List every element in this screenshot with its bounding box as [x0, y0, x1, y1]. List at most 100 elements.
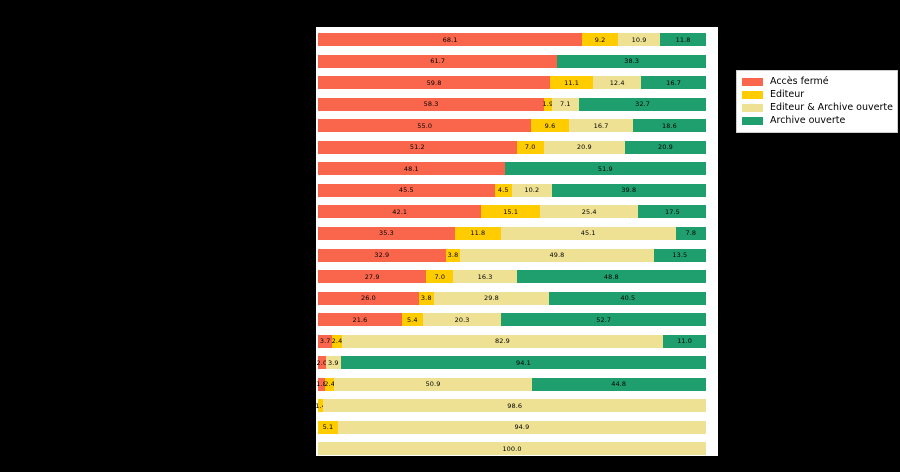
bar-segment: 59.8	[318, 76, 551, 90]
bar-segment-label: 17.5	[664, 207, 680, 216]
bar-segment-label: 48.8	[603, 272, 619, 281]
bar-segment-label: 82.9	[495, 336, 510, 345]
stacked-bar-group: 68.1 9.2 10.9 11.8 61.7 38.3 59.8 11.1 12.4 16.7 5…	[315, 27, 707, 456]
bar-segment: 55.0	[318, 119, 532, 133]
bar-row: 26.0 3.8 29.8 40.5	[318, 291, 707, 305]
bar-segment-label: 45.5	[398, 186, 414, 195]
bar-segment-label: 9.6	[544, 121, 556, 130]
bar-segment: 50.9	[334, 377, 532, 391]
bar-segment: 48.1	[318, 162, 505, 176]
bar-segment-label: 38.3	[624, 56, 640, 65]
legend-label: Archive ouverte	[770, 115, 846, 126]
bar-segment-label: 7.0	[434, 272, 446, 281]
legend-item[interactable]: Archive ouverte	[742, 114, 892, 127]
bar-segment-label: 15.1	[503, 207, 519, 216]
bar-segment-label: 3.8	[420, 293, 432, 302]
bar-row: 100.0	[318, 442, 706, 456]
bar-segment-label: 20.3	[454, 315, 470, 324]
bar-segment: 1.9	[543, 97, 553, 111]
bar-row: 58.3 1.9 7.1 32.7	[318, 97, 706, 111]
bar-segment: 16.7	[641, 76, 706, 90]
bar-segment-label: 7.0	[524, 143, 536, 151]
bar-segment: 9.2	[582, 33, 618, 46]
bar-segment: 3.7	[318, 334, 333, 348]
legend-item[interactable]: Editeur	[742, 88, 892, 101]
bar-segment: 12.4	[593, 76, 642, 90]
bar-segment: 42.1	[318, 205, 482, 219]
legend-swatch-icon	[742, 116, 763, 125]
bar-segment: 58.3	[318, 97, 545, 111]
bar-segment-label: 35.3	[379, 229, 394, 238]
bar-segment: 10.2	[511, 183, 552, 197]
bar-row: 2.0 3.9 94.1	[317, 356, 706, 370]
bar-segment-label: 32.7	[635, 99, 650, 108]
bar-segment: 94.1	[340, 356, 706, 370]
bar-segment: 11.8	[660, 33, 706, 46]
bar-segment-label: 29.8	[483, 293, 499, 302]
bar-segment-label: 3.8	[447, 250, 459, 259]
bar-segment: 7.0	[426, 270, 454, 284]
bar-segment: 45.1	[500, 226, 676, 240]
bar-segment: 10.9	[617, 33, 661, 46]
bar-segment: 26.0	[318, 291, 419, 305]
bar-segment: 32.9	[318, 248, 446, 262]
bar-segment: 21.6	[318, 313, 402, 327]
bar-segment: 51.9	[504, 162, 706, 176]
bar-segment: 11.1	[550, 76, 594, 90]
bar-segment: 17.5	[638, 205, 707, 219]
bar-row: 45.5 4.5 10.2 39.8	[318, 183, 706, 197]
bar-segment-label: 50.9	[425, 380, 441, 389]
bar-row: 48.1 51.9	[318, 162, 706, 176]
legend-item[interactable]: Accès fermé	[742, 75, 892, 88]
bar-segment: 82.9	[341, 334, 664, 348]
bar-segment-label: 12.4	[609, 78, 625, 87]
bar-segment-label: 26.0	[361, 293, 376, 302]
bar-segment-label: 27.9	[364, 272, 380, 281]
bar-segment: 100.0	[318, 442, 706, 456]
plot-area: 68.1 9.2 10.9 11.8 61.7 38.3 59.8 11.1 12.4 16.7 5…	[315, 27, 718, 456]
bar-segment-label: 3.9	[327, 358, 339, 367]
bar-segment-label: 18.6	[662, 121, 677, 130]
bar-row: 35.3 11.8 45.1 7.8	[318, 226, 706, 240]
bar-row: 27.9 7.0 16.3 48.8	[318, 270, 706, 284]
bar-segment-label: 94.9	[514, 423, 530, 432]
bar-segment-label: 16.7	[666, 78, 682, 87]
bar-segment: 61.7	[318, 54, 558, 68]
bar-segment: 3.9	[325, 356, 341, 370]
bar-segment: 18.6	[633, 119, 706, 133]
bar-row: 32.9 3.8 49.8 13.5	[318, 248, 706, 262]
bar-row: 42.1 15.1 25.4 17.5	[318, 205, 707, 219]
bar-segment-label: 100.0	[502, 444, 522, 453]
bar-segment-label: 20.9	[576, 143, 592, 151]
bar-segment-label: 48.1	[403, 164, 419, 173]
bar-segment: 5.4	[401, 313, 423, 327]
bar-segment: 11.0	[663, 334, 706, 348]
bar-row: 55.0 9.6 16.7 18.6	[318, 119, 706, 133]
bar-segment-label: 55.0	[417, 121, 433, 130]
bar-segment: 32.7	[579, 97, 706, 111]
bar-segment-label: 21.6	[352, 315, 368, 324]
bar-segment: 48.8	[516, 270, 706, 284]
bar-segment-label: 11.8	[470, 229, 486, 238]
bar-segment: 2.0	[317, 356, 327, 370]
bar-segment: 2.4	[332, 334, 342, 348]
bar-segment-label: 45.1	[580, 229, 596, 238]
bar-segment-label: 51.2	[409, 143, 425, 151]
bar-segment: 7.8	[675, 226, 706, 240]
bar-segment-label: 11.8	[675, 35, 691, 44]
bar-segment-label: 3.7	[319, 336, 331, 345]
bar-segment: 27.9	[318, 270, 427, 284]
bar-segment-label: 94.1	[515, 358, 531, 367]
legend-item[interactable]: Editeur & Archive ouverte	[742, 101, 893, 114]
bar-segment: 20.9	[624, 140, 706, 154]
bar-segment: 29.8	[433, 291, 550, 305]
bar-segment-label: 7.1	[560, 99, 571, 108]
legend-label: Accès fermé	[770, 76, 829, 87]
legend-swatch-icon	[742, 103, 763, 112]
bar-segment: 7.1	[551, 97, 580, 111]
bar-segment-label: 39.8	[621, 186, 637, 195]
bar-segment-label: 10.2	[524, 186, 540, 195]
bar-row: 21.6 5.4 20.3 52.7	[318, 313, 706, 327]
legend-swatch-icon	[742, 90, 763, 99]
chart-legend: Accès fermé Editeur Editeur & Archive ouve…	[736, 70, 898, 133]
